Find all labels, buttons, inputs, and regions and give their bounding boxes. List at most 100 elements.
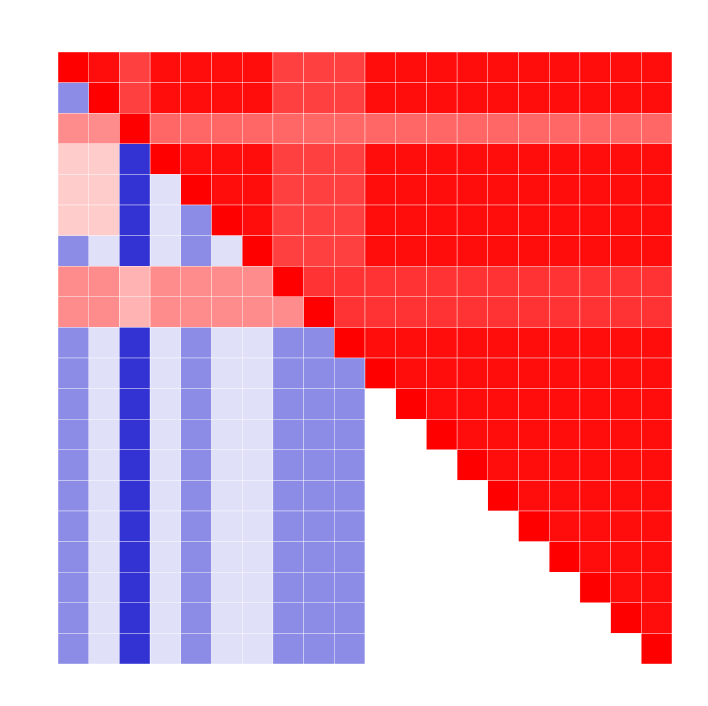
heatmap-cell <box>456 480 489 512</box>
heatmap-cell <box>303 510 335 542</box>
heatmap-cell <box>334 572 366 604</box>
heatmap-cell <box>88 541 120 573</box>
heatmap-cell <box>641 266 673 298</box>
heatmap-cell <box>180 510 212 542</box>
heatmap-cell <box>610 572 642 604</box>
heatmap-cell <box>487 266 519 298</box>
heatmap-cell <box>426 266 458 298</box>
heatmap-cell <box>272 174 304 206</box>
heatmap-cell <box>364 112 396 144</box>
heatmap-cell <box>180 419 212 451</box>
heatmap-cell <box>88 327 120 359</box>
heatmap-cell <box>57 82 89 114</box>
heatmap-cell <box>57 51 89 83</box>
heatmap-cell <box>119 51 151 83</box>
heatmap-cell <box>641 572 673 604</box>
heatmap-cell <box>88 82 120 114</box>
heatmap-cell <box>241 112 274 144</box>
heatmap-cell <box>334 541 366 573</box>
heatmap-cell <box>334 174 366 206</box>
heatmap-cell <box>88 296 120 328</box>
heatmap-cell <box>549 541 581 573</box>
heatmap-cell <box>395 357 427 389</box>
heatmap-cell <box>456 296 489 328</box>
heatmap-cell <box>364 51 396 83</box>
heatmap-cell <box>395 510 427 542</box>
heatmap-cell <box>334 633 366 665</box>
heatmap-cell <box>57 204 89 236</box>
heatmap-cell <box>456 112 489 144</box>
heatmap-cell <box>57 419 89 451</box>
heatmap-cell <box>303 327 335 359</box>
heatmap-cell <box>641 633 673 665</box>
heatmap-cell <box>241 82 274 114</box>
heatmap-cell <box>211 82 243 114</box>
heatmap-cell <box>518 357 550 389</box>
heatmap-cell <box>272 510 304 542</box>
heatmap-cell <box>518 82 550 114</box>
heatmap-cell <box>549 572 581 604</box>
heatmap-cell <box>303 51 335 83</box>
heatmap-cell <box>211 112 243 144</box>
heatmap-cell <box>88 204 120 236</box>
heatmap-cell <box>456 82 489 114</box>
heatmap-cell <box>180 357 212 389</box>
heatmap-cell <box>395 204 427 236</box>
heatmap-cell <box>364 388 396 420</box>
heatmap-cell <box>211 327 243 359</box>
heatmap-cell <box>180 602 212 634</box>
heatmap-cell <box>211 143 243 175</box>
heatmap-cell <box>149 296 182 328</box>
heatmap-cell <box>456 388 489 420</box>
heatmap-cell <box>334 266 366 298</box>
heatmap-cell <box>487 419 519 451</box>
heatmap-cell <box>518 143 550 175</box>
heatmap-cell <box>641 510 673 542</box>
heatmap-cell <box>426 296 458 328</box>
heatmap-cell <box>641 51 673 83</box>
heatmap-cell <box>641 357 673 389</box>
heatmap-cell <box>149 419 182 451</box>
heatmap-cell <box>487 602 519 634</box>
heatmap-cell <box>426 327 458 359</box>
heatmap-cell <box>211 51 243 83</box>
heatmap-cell <box>180 143 212 175</box>
heatmap-cell <box>549 602 581 634</box>
heatmap-cell <box>149 480 182 512</box>
heatmap-cell <box>334 357 366 389</box>
heatmap-cell <box>610 266 642 298</box>
heatmap-cell <box>211 480 243 512</box>
heatmap-cell <box>610 296 642 328</box>
heatmap-cell <box>149 235 182 267</box>
heatmap-cell <box>487 143 519 175</box>
heatmap-cell <box>119 327 151 359</box>
heatmap-cell <box>641 449 673 481</box>
heatmap-cell <box>456 143 489 175</box>
heatmap-cell <box>211 388 243 420</box>
heatmap-cell <box>487 82 519 114</box>
heatmap-cell <box>487 357 519 389</box>
heatmap-cell <box>579 143 611 175</box>
heatmap-cell <box>57 112 89 144</box>
heatmap-cell <box>272 327 304 359</box>
heatmap-cell <box>364 327 396 359</box>
heatmap-cell <box>395 174 427 206</box>
heatmap-cell <box>272 143 304 175</box>
heatmap-cell <box>272 449 304 481</box>
heatmap-cell <box>57 266 89 298</box>
heatmap-cell <box>119 449 151 481</box>
heatmap-cell <box>119 510 151 542</box>
heatmap-cell <box>180 51 212 83</box>
heatmap-cell <box>579 235 611 267</box>
heatmap-cell <box>211 174 243 206</box>
heatmap-cell <box>518 480 550 512</box>
heatmap-cell <box>456 449 489 481</box>
heatmap-cell <box>272 51 304 83</box>
heatmap-cell <box>334 449 366 481</box>
heatmap-cell <box>364 296 396 328</box>
heatmap-cell <box>334 204 366 236</box>
heatmap-cell <box>579 633 611 665</box>
heatmap-cell <box>149 633 182 665</box>
heatmap-cell <box>57 143 89 175</box>
heatmap-cell <box>119 572 151 604</box>
